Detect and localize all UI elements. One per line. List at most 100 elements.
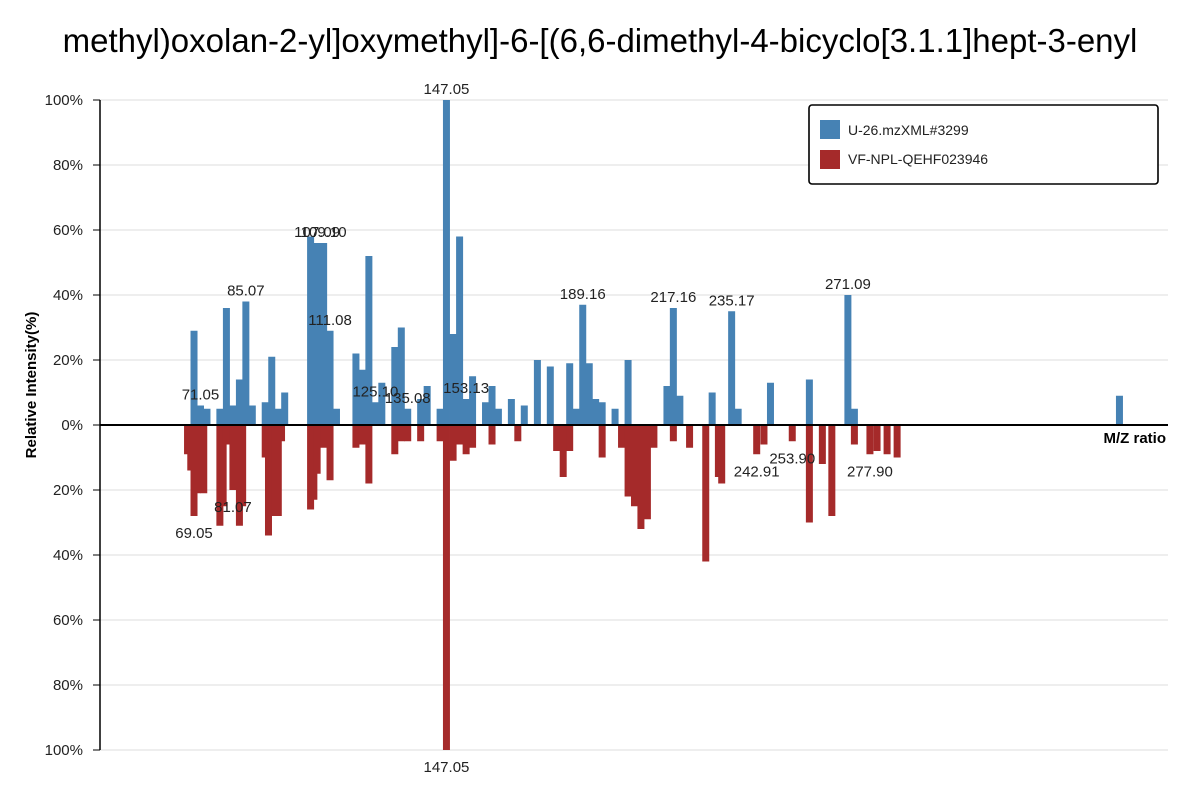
bar-bottom (358, 425, 366, 445)
bar-bottom (643, 425, 651, 520)
bar-bottom (462, 425, 470, 455)
peak-label-top: 71.05 (182, 387, 220, 404)
bar-bottom (760, 425, 768, 445)
bar-bottom (850, 425, 858, 445)
bar-top (546, 366, 554, 425)
bar-top (728, 311, 736, 425)
bar-bottom (893, 425, 901, 458)
peak-label-top: 217.16 (650, 289, 696, 306)
bar-bottom (313, 425, 321, 474)
legend-swatch-bottom (820, 150, 840, 169)
y-tick-label: 100% (45, 92, 83, 109)
peak-label-bottom: 242.91 (734, 463, 780, 480)
bar-bottom (873, 425, 881, 451)
legend-swatch-top (820, 120, 840, 139)
bar-bottom (365, 425, 373, 484)
bar-bottom (637, 425, 645, 529)
bar-bottom (866, 425, 874, 455)
y-axis-title: Relative Intensity(%) (23, 312, 40, 459)
bar-top (216, 408, 224, 425)
bar-top (397, 327, 405, 425)
peak-label-bottom: 277.90 (847, 463, 893, 480)
bar-top (663, 386, 671, 425)
peak-label-top: 107.09 (294, 224, 340, 241)
bar-top (766, 382, 774, 425)
bar-top (229, 405, 237, 425)
bar-top (482, 402, 490, 425)
bar-top (436, 408, 444, 425)
bar-top (307, 236, 315, 425)
bar-top (734, 408, 742, 425)
peak-label-top: 109.10 (301, 224, 347, 241)
bar-bottom (630, 425, 638, 507)
bar-top (442, 100, 450, 425)
bar-bottom (566, 425, 574, 451)
legend: U-26.mzXML#3299 VF-NPL-QEHF023946 (808, 104, 1159, 185)
bar-bottom (278, 425, 286, 442)
bar-bottom (805, 425, 813, 523)
bar-bottom (193, 425, 201, 494)
bar-top (313, 243, 321, 425)
bar-top (850, 408, 858, 425)
bar-top (469, 376, 477, 425)
peak-label-top: 189.16 (560, 286, 606, 303)
bar-top (579, 304, 587, 425)
bar-bottom (669, 425, 677, 442)
bar-bottom (753, 425, 761, 455)
bar-bottom (404, 425, 412, 442)
bar-top (248, 405, 256, 425)
peak-label-top: 111.08 (308, 312, 352, 329)
spectrum-bars (184, 100, 1123, 750)
legend-label-bottom: VF-NPL-QEHF023946 (848, 151, 988, 167)
bar-top (190, 330, 198, 425)
bar-top (566, 363, 574, 425)
bar-top (572, 408, 580, 425)
peak-label-top: 85.07 (227, 283, 265, 300)
y-tick-label: 100% (45, 742, 83, 759)
y-tick-label: 80% (53, 157, 83, 174)
bar-bottom (274, 425, 282, 516)
bar-top (611, 408, 619, 425)
bar-top (196, 405, 204, 425)
bar-bottom (559, 425, 567, 477)
peak-label-top: 153.13 (443, 380, 489, 397)
bar-bottom (239, 425, 247, 507)
y-tick-label: 0% (61, 417, 83, 434)
peak-label-bottom: 253.90 (769, 450, 815, 467)
y-tick-label: 40% (53, 547, 83, 564)
bar-top (404, 408, 412, 425)
bar-top (844, 295, 852, 425)
y-tick-label: 80% (53, 677, 83, 694)
bar-top (598, 402, 606, 425)
bar-top (462, 399, 470, 425)
bar-bottom (488, 425, 496, 445)
bar-bottom (417, 425, 425, 442)
bar-bottom (650, 425, 658, 448)
bar-top (326, 330, 334, 425)
y-tick-label: 40% (53, 287, 83, 304)
bar-top (281, 392, 289, 425)
legend-box (808, 104, 1159, 185)
bar-bottom (828, 425, 836, 516)
legend-label-top: U-26.mzXML#3299 (848, 122, 969, 138)
bar-top (391, 347, 399, 425)
bar-top (371, 402, 379, 425)
bar-top (507, 399, 515, 425)
bar-top (1115, 395, 1123, 425)
bar-bottom (514, 425, 522, 442)
bar-bottom (352, 425, 360, 448)
bar-top (624, 360, 632, 425)
chart-title: methyl)oxolan-2-yl]oxymethyl]-6-[(6,6-di… (62, 22, 1138, 59)
bar-bottom (883, 425, 891, 455)
bar-top (520, 405, 528, 425)
bar-top (378, 382, 386, 425)
x-axis-title: M/Z ratio (1104, 430, 1167, 447)
peak-label-bottom: 147.05 (424, 759, 470, 776)
bar-top (488, 386, 496, 425)
bar-top (320, 243, 328, 425)
y-tick-label: 60% (53, 222, 83, 239)
bar-top (676, 395, 684, 425)
bar-bottom (718, 425, 726, 484)
